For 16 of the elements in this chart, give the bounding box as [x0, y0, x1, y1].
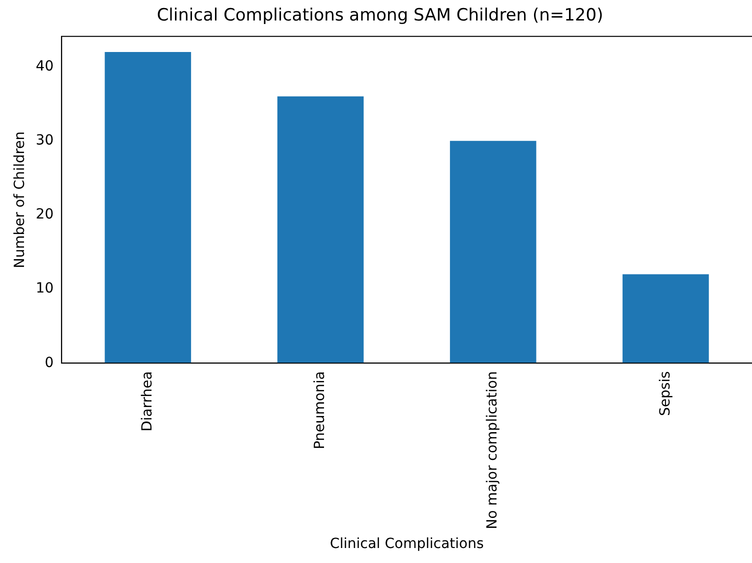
y-tick-label: 40: [36, 58, 54, 74]
bar: [277, 96, 364, 364]
y-axis-title: Number of Children: [12, 131, 28, 268]
bar: [104, 52, 192, 364]
x-tick-label: Sepsis: [657, 371, 674, 416]
y-tick-label: 30: [36, 132, 54, 149]
y-tick-label: 20: [36, 206, 54, 223]
x-tick-label: Pneumonia: [312, 371, 328, 450]
bar: [450, 140, 536, 364]
x-tick-label: No major complication: [484, 371, 501, 530]
x-tick-label: Diarrhea: [140, 371, 156, 432]
x-axis-title: Clinical Complications: [330, 536, 484, 552]
y-tick-label: 10: [36, 280, 54, 297]
y-tick-label: 0: [44, 354, 54, 371]
chart-title: Clinical Complications among SAM Children (n=120): [156, 6, 604, 26]
bar: [622, 274, 709, 364]
